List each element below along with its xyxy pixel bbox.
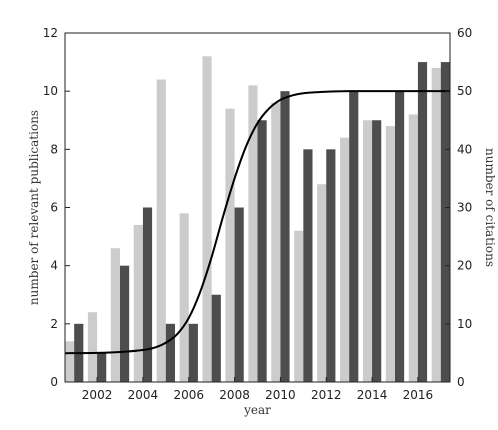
citations-bar-2008 bbox=[225, 108, 235, 383]
citations-bar-2012 bbox=[317, 184, 327, 382]
x-tick-label: 2010 bbox=[265, 388, 296, 402]
left-y-axis-title: number of relevant publications bbox=[27, 110, 41, 305]
citations-bar-2013 bbox=[340, 137, 350, 382]
left-tick-label: 8 bbox=[50, 142, 58, 156]
x-tick-label: 2008 bbox=[219, 388, 250, 402]
right-tick-label: 20 bbox=[457, 259, 472, 273]
x-tick-label: 2006 bbox=[173, 388, 204, 402]
publications-bar-2007 bbox=[211, 294, 221, 382]
right-tick-label: 30 bbox=[457, 201, 472, 215]
publications-bar-2006 bbox=[188, 323, 198, 382]
publications-bar-2017 bbox=[440, 62, 450, 382]
right-tick-label: 60 bbox=[457, 26, 472, 40]
x-tick-label: 2012 bbox=[311, 388, 342, 402]
citations-bar-2010 bbox=[271, 102, 281, 383]
citations-bar-2003 bbox=[110, 248, 120, 382]
citations-bar-2002 bbox=[87, 312, 98, 382]
left-tick-label: 0 bbox=[50, 375, 58, 389]
publications-bar-2016 bbox=[417, 62, 428, 382]
x-tick-label: 2002 bbox=[82, 388, 113, 402]
publications-bar-2013 bbox=[349, 91, 359, 383]
left-tick-label: 12 bbox=[43, 26, 58, 40]
publications-bar-2009 bbox=[257, 120, 267, 382]
fitted-curve bbox=[64, 90, 450, 355]
right-tick-label: 0 bbox=[457, 375, 465, 389]
publications-bar-series bbox=[74, 62, 450, 383]
right-tick-label: 10 bbox=[457, 317, 472, 331]
right-tick-label: 50 bbox=[457, 84, 472, 98]
x-axis-title: year bbox=[243, 403, 271, 417]
left-y-axis: 0 2 4 6 8 10 12 bbox=[43, 26, 70, 389]
publications-bar-2012 bbox=[326, 149, 336, 382]
left-tick-label: 2 bbox=[50, 317, 58, 331]
citations-bar-series bbox=[65, 56, 441, 383]
citations-bar-2005 bbox=[156, 79, 166, 382]
left-tick-label: 10 bbox=[43, 84, 58, 98]
citations-bar-2016 bbox=[408, 114, 418, 383]
publications-bar-2003 bbox=[120, 265, 130, 382]
publications-bar-2005 bbox=[165, 323, 175, 382]
publications-bar-2008 bbox=[234, 207, 244, 382]
right-y-axis: 0 10 20 30 40 50 60 bbox=[445, 26, 472, 389]
x-tick-label: 2016 bbox=[403, 388, 434, 402]
publications-bar-2015 bbox=[395, 91, 405, 383]
x-axis: 2002 2004 2006 2008 2010 2012 2014 2016 bbox=[82, 377, 433, 402]
citations-bar-2014 bbox=[362, 120, 373, 382]
x-tick-label: 2014 bbox=[357, 388, 388, 402]
publications-bar-2002 bbox=[97, 352, 107, 382]
x-tick-label: 2004 bbox=[128, 388, 159, 402]
citations-bar-2007 bbox=[202, 56, 212, 383]
right-tick-label: 40 bbox=[457, 142, 472, 156]
publications-bar-2010 bbox=[280, 91, 290, 383]
publications-bar-2011 bbox=[303, 149, 313, 382]
citations-bar-2001 bbox=[65, 341, 75, 382]
citations-bar-2015 bbox=[385, 126, 395, 382]
right-y-axis-title: number of citations bbox=[483, 148, 497, 267]
publications-bar-2004 bbox=[142, 207, 153, 382]
citations-bar-2006 bbox=[179, 213, 189, 382]
left-tick-label: 4 bbox=[50, 259, 58, 273]
publications-bar-2014 bbox=[372, 120, 382, 382]
left-tick-label: 6 bbox=[50, 201, 58, 215]
citations-bar-2009 bbox=[248, 85, 258, 382]
citations-bar-2004 bbox=[133, 224, 143, 382]
citations-bar-2017 bbox=[431, 67, 441, 383]
citations-bar-2011 bbox=[294, 230, 304, 382]
